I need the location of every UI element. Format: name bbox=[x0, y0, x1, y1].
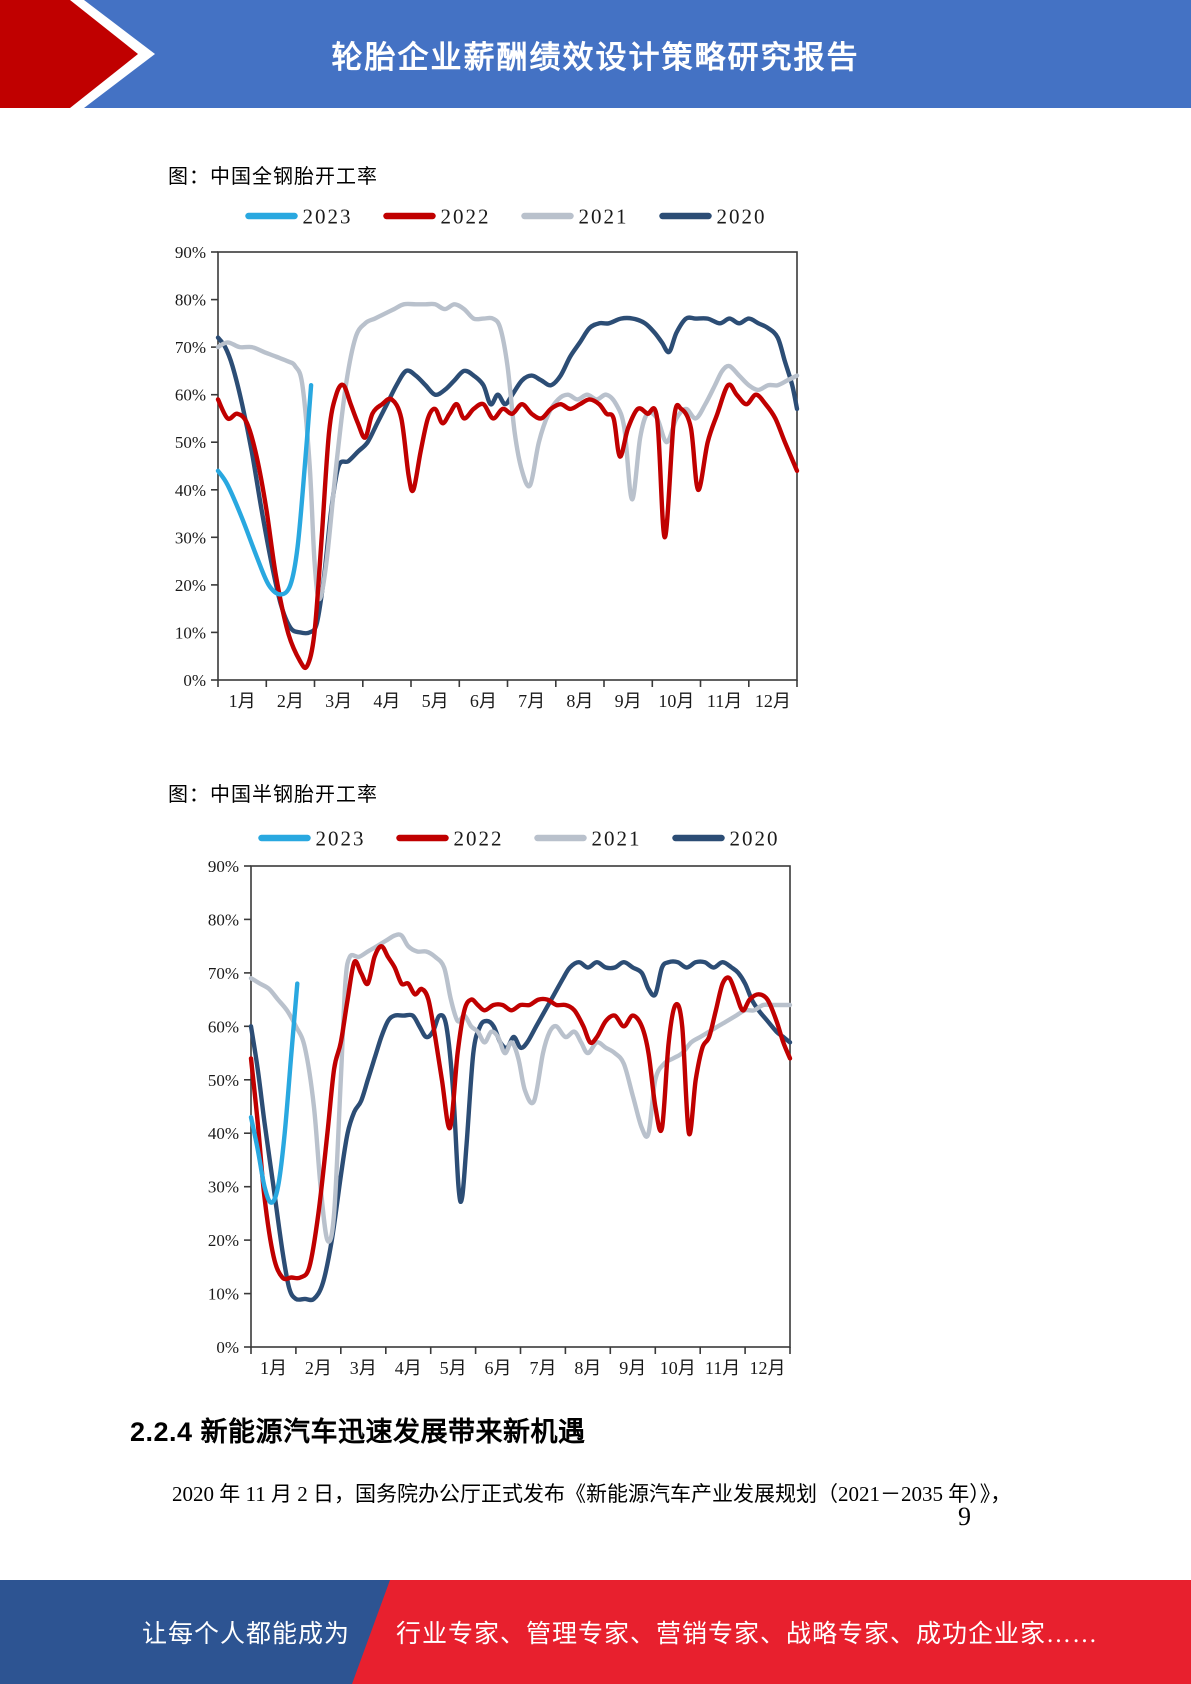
x-tick-label: 6月 bbox=[485, 1358, 512, 1378]
y-tick-label: 10% bbox=[175, 623, 206, 642]
series-line-2021 bbox=[215, 301, 800, 602]
y-tick-label: 40% bbox=[175, 481, 206, 500]
y-tick-label: 90% bbox=[208, 857, 239, 876]
x-tick-label: 3月 bbox=[325, 691, 352, 711]
x-tick-label: 7月 bbox=[530, 1358, 557, 1378]
x-tick-label: 5月 bbox=[440, 1358, 467, 1378]
semi-steel-tire-operating-rate-chart: 0% 10% 20% 30% 40% 50% 60% 70% 80% 90% 1月 2月 3月 4月 5月 6… bbox=[208, 827, 793, 1378]
y-tick-label: 20% bbox=[208, 1231, 239, 1250]
legend-item-2023: 2023 bbox=[245, 205, 353, 229]
full-steel-tire-operating-rate-chart: 0% 10% 20% 30% 40% 50% 60% 70% 80% 90% 1月 2月 3月 4月 5月 6… bbox=[175, 205, 800, 711]
legend-item-2022: 2022 bbox=[383, 205, 491, 229]
x-tick-label: 3月 bbox=[350, 1358, 377, 1378]
x-axis: 1月 2月 3月 4月 5月 6月 7月 8月 9月 10月 11月 12月 bbox=[250, 1347, 791, 1378]
legend-label-2021: 2021 bbox=[592, 827, 642, 851]
x-tick-label: 4月 bbox=[395, 1358, 422, 1378]
y-tick-label: 80% bbox=[175, 291, 206, 310]
x-tick-label: 9月 bbox=[615, 691, 642, 711]
x-tick-label: 10月 bbox=[660, 1358, 696, 1378]
y-tick-label: 50% bbox=[175, 433, 206, 452]
x-tick-label: 2月 bbox=[277, 691, 304, 711]
x-tick-label: 1月 bbox=[260, 1358, 287, 1378]
x-tick-label: 8月 bbox=[574, 1358, 601, 1378]
x-tick-label: 2月 bbox=[305, 1358, 332, 1378]
x-tick-label: 12月 bbox=[755, 691, 791, 711]
legend-label-2022: 2022 bbox=[441, 205, 491, 229]
chart-caption-full-steel: 图：中国全钢胎开工率 bbox=[168, 166, 378, 188]
y-axis: 0% 10% 20% 30% 40% 50% 60% 70% 80% 90% bbox=[208, 857, 251, 1357]
legend-label-2020: 2020 bbox=[730, 827, 780, 851]
y-tick-label: 60% bbox=[175, 386, 206, 405]
section-heading: 2.2.4 新能源汽车迅速发展带来新机遇 bbox=[130, 1417, 586, 1447]
y-tick-label: 80% bbox=[208, 910, 239, 929]
series-line-2020 bbox=[248, 959, 793, 1303]
y-axis: 0% 10% 20% 30% 40% 50% 60% 70% 80% 90% bbox=[175, 243, 218, 690]
legend-item-2020: 2020 bbox=[672, 827, 780, 851]
x-tick-label: 1月 bbox=[229, 691, 256, 711]
legend-label-2022: 2022 bbox=[454, 827, 504, 851]
y-tick-label: 70% bbox=[175, 338, 206, 357]
legend-item-2021: 2021 bbox=[534, 827, 642, 851]
page-header: 轮胎企业薪酬绩效设计策略研究报告 bbox=[0, 0, 1191, 108]
legend-item-2022: 2022 bbox=[396, 827, 504, 851]
x-tick-label: 6月 bbox=[470, 691, 497, 711]
series-lines bbox=[248, 932, 793, 1303]
x-tick-label: 12月 bbox=[750, 1358, 786, 1378]
x-tick-label: 10月 bbox=[658, 691, 694, 711]
chart-legend: 2023 2022 2021 2020 bbox=[258, 827, 780, 851]
y-tick-label: 50% bbox=[208, 1071, 239, 1090]
footer-slogan-right: 行业专家、管理专家、营销专家、战略专家、成功企业家…… bbox=[396, 1621, 1099, 1648]
legend-label-2021: 2021 bbox=[579, 205, 629, 229]
legend-item-2021: 2021 bbox=[521, 205, 629, 229]
legend-label-2020: 2020 bbox=[717, 205, 767, 229]
series-line-2023 bbox=[215, 383, 314, 597]
footer-slogan-left: 让每个人都能成为 bbox=[142, 1621, 351, 1648]
y-tick-label: 0% bbox=[183, 671, 206, 690]
body-paragraph: 2020 年 11 月 2 日，国务院办公厅正式发布《新能源汽车产业发展规划（2… bbox=[172, 1482, 1012, 1506]
x-tick-label: 7月 bbox=[518, 691, 545, 711]
y-tick-label: 30% bbox=[208, 1178, 239, 1197]
legend-label-2023: 2023 bbox=[303, 205, 353, 229]
y-tick-label: 60% bbox=[208, 1017, 239, 1036]
x-tick-label: 9月 bbox=[619, 1358, 646, 1378]
series-line-2023 bbox=[248, 981, 300, 1205]
y-tick-label: 30% bbox=[175, 528, 206, 547]
x-tick-label: 4月 bbox=[373, 691, 400, 711]
y-tick-label: 0% bbox=[216, 1338, 239, 1357]
legend-label-2023: 2023 bbox=[316, 827, 366, 851]
chart-legend: 2023 2022 2021 2020 bbox=[245, 205, 767, 229]
page-number: 9 bbox=[958, 1502, 971, 1531]
footer-background bbox=[0, 1580, 1191, 1684]
x-tick-label: 11月 bbox=[705, 1358, 740, 1378]
x-tick-label: 5月 bbox=[422, 691, 449, 711]
y-tick-label: 20% bbox=[175, 576, 206, 595]
header-arrow-icon bbox=[0, 0, 155, 108]
page-footer: 让每个人都能成为 行业专家、管理专家、营销专家、战略专家、成功企业家…… bbox=[0, 1580, 1191, 1684]
y-tick-label: 10% bbox=[208, 1285, 239, 1304]
report-title: 轮胎企业薪酬绩效设计策略研究报告 bbox=[331, 39, 860, 75]
series-line-2022 bbox=[215, 382, 800, 670]
series-lines bbox=[215, 301, 800, 670]
x-tick-label: 11月 bbox=[707, 691, 742, 711]
y-tick-label: 40% bbox=[208, 1124, 239, 1143]
chart-caption-semi-steel: 图：中国半钢胎开工率 bbox=[168, 784, 378, 806]
y-tick-label: 90% bbox=[175, 243, 206, 262]
legend-item-2023: 2023 bbox=[258, 827, 366, 851]
series-line-2022 bbox=[248, 944, 793, 1282]
legend-item-2020: 2020 bbox=[659, 205, 767, 229]
x-tick-label: 8月 bbox=[566, 691, 593, 711]
y-tick-label: 70% bbox=[208, 964, 239, 983]
x-axis: 1月 2月 3月 4月 5月 6月 7月 8月 9月 10月 11月 12月 bbox=[217, 680, 798, 711]
series-line-2021 bbox=[248, 932, 793, 1244]
